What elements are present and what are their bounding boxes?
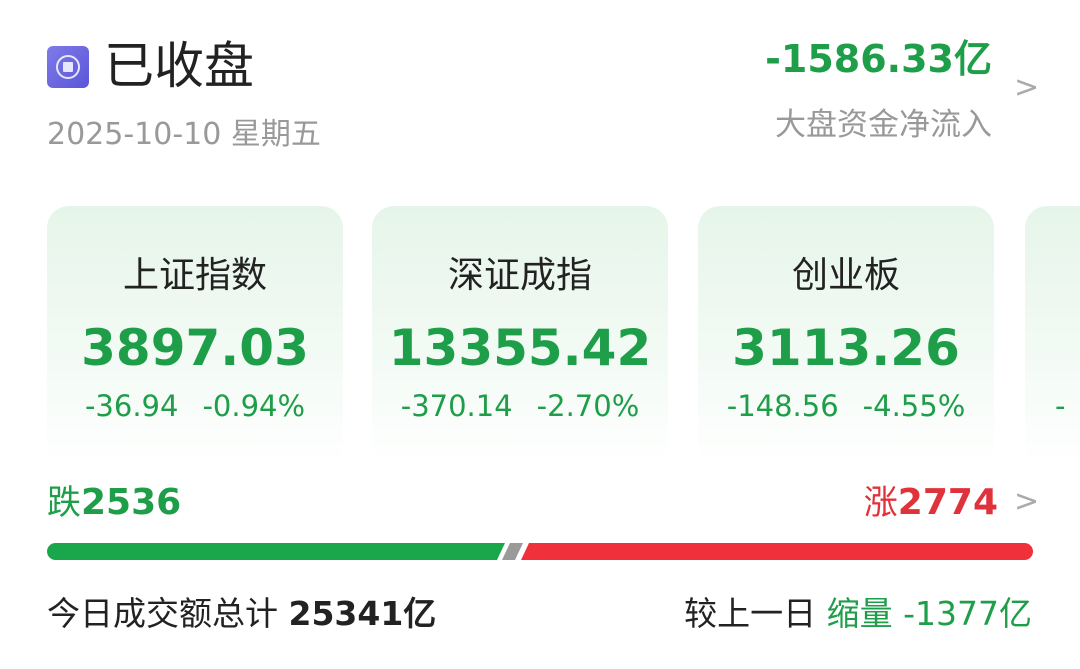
chevron-right-icon[interactable]: >	[1014, 484, 1040, 519]
index-price: 13355.42	[388, 319, 652, 377]
index-pct: -2.70%	[536, 389, 640, 423]
breadth-bar	[47, 543, 1033, 560]
decliners-count: 跌2536	[47, 482, 182, 523]
turnover-compare: 较上一日 缩量 -1377亿	[684, 594, 1032, 633]
turnover-total: 今日成交额总计 25341亿	[47, 594, 437, 633]
index-name: 深证成指	[447, 255, 592, 296]
trade-date: 2025-10-10 星期五	[47, 117, 321, 152]
index-name: 创业板	[791, 255, 900, 296]
index-change-partial: -	[1055, 389, 1066, 423]
index-card-shanghai[interactable]: 上证指数 3897.03 -36.94 -0.94%	[47, 206, 343, 466]
net-flow-label[interactable]: 大盘资金净流入	[775, 107, 992, 143]
index-card-shenzhen[interactable]: 深证成指 13355.42 -370.14 -2.70%	[372, 206, 668, 466]
market-closed-icon	[47, 46, 89, 88]
index-price: 3113.26	[732, 319, 960, 377]
index-pct: -4.55%	[862, 389, 966, 423]
net-flow-value[interactable]: -1586.33亿	[765, 37, 992, 81]
index-pct: -0.94%	[202, 389, 306, 423]
index-change: -36.94	[84, 389, 179, 423]
index-change: -148.56	[726, 389, 839, 423]
index-change: -370.14	[400, 389, 513, 423]
market-status: 已收盘	[104, 37, 254, 95]
breadth-bar-up	[521, 543, 1033, 560]
breadth-bar-down	[47, 543, 505, 560]
chevron-right-icon[interactable]: >	[1014, 70, 1040, 105]
breadth-bar-flat	[502, 543, 523, 560]
advancers-count[interactable]: 涨2774	[863, 482, 998, 523]
index-card-chinext[interactable]: 创业板 3113.26 -148.56 -4.55%	[698, 206, 994, 466]
index-name: 上证指数	[122, 255, 267, 296]
index-card-partial[interactable]: -	[1025, 206, 1080, 466]
index-price: 3897.03	[81, 319, 309, 377]
